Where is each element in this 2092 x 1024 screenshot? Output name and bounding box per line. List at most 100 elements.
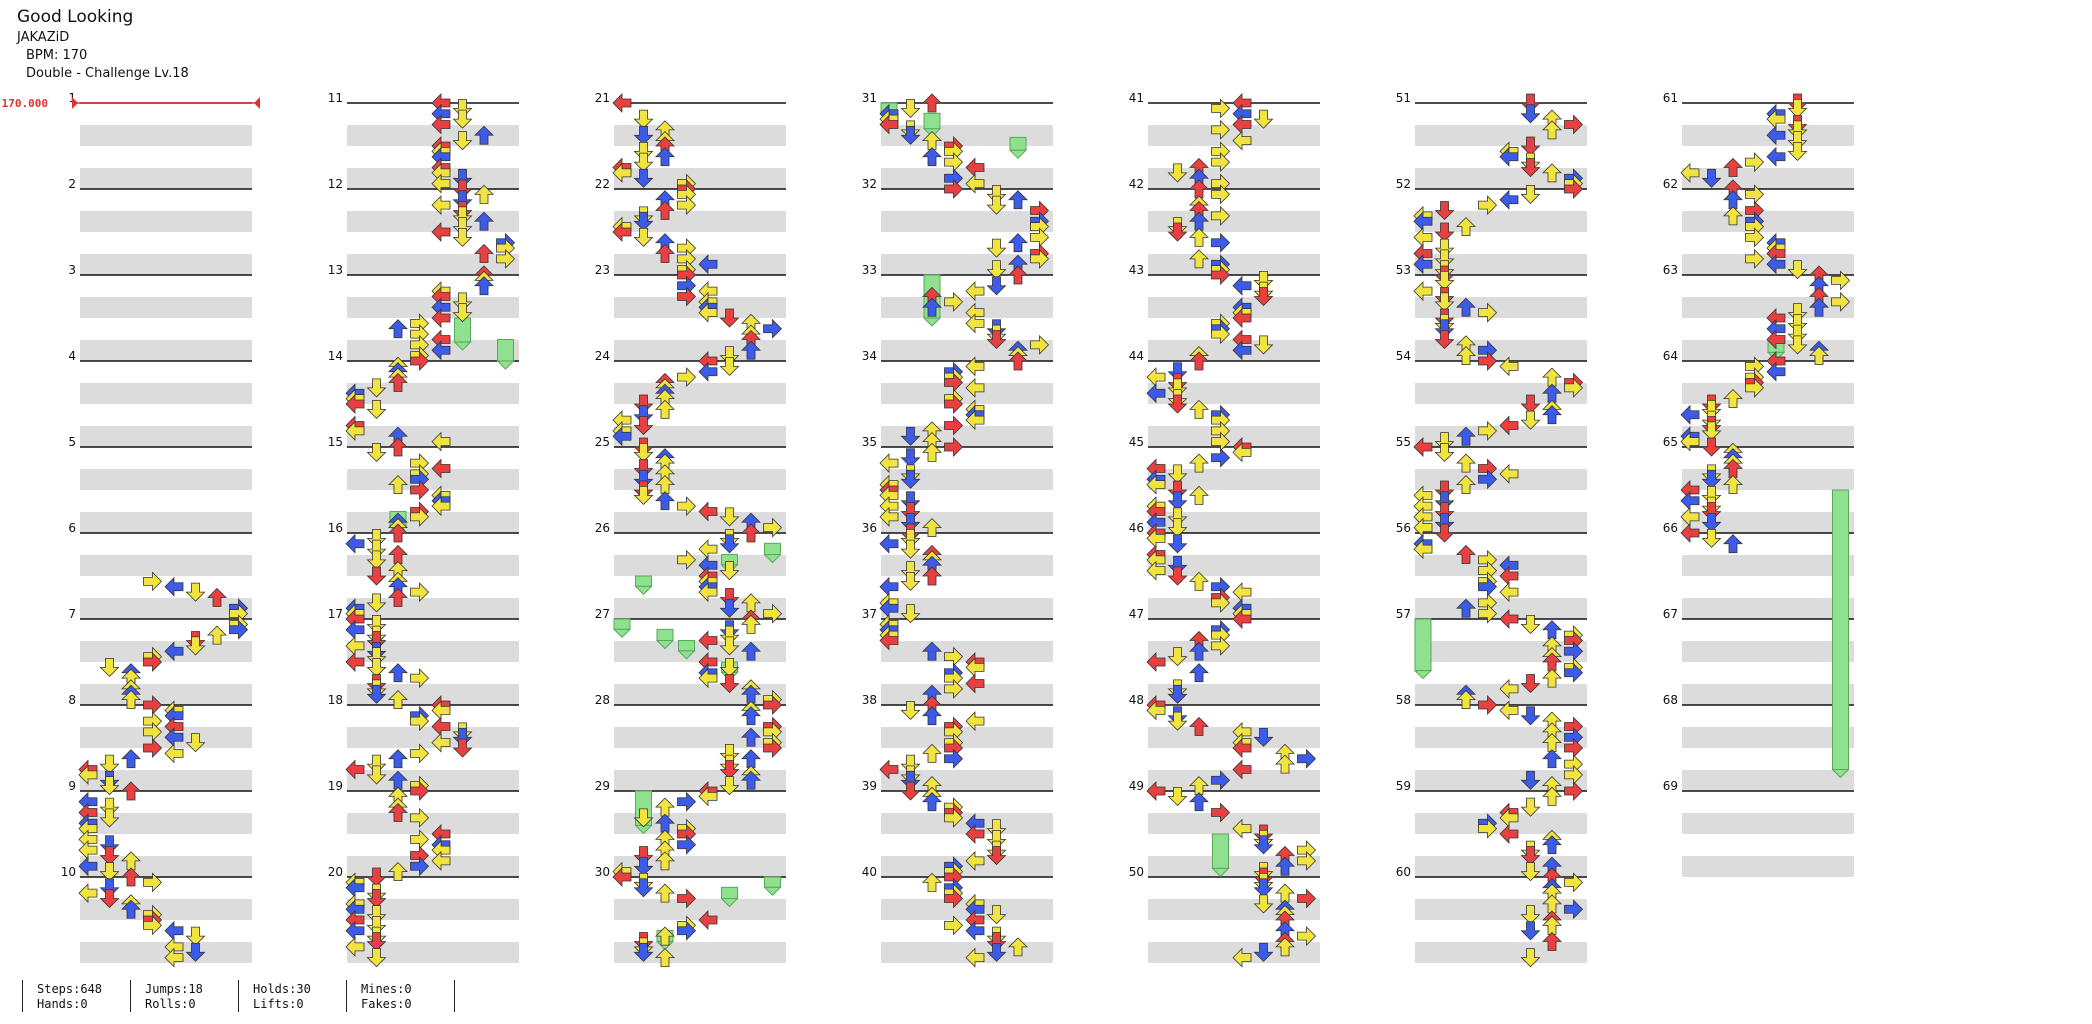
arrow-note (388, 523, 408, 543)
measure-number: 50 (1129, 865, 1144, 879)
arrow-note (944, 748, 964, 769)
arrow-note (922, 872, 942, 892)
beat-band (1415, 297, 1587, 318)
arrow-note (633, 878, 654, 898)
chart-difficulty: Double - Challenge Lv.18 (26, 66, 189, 81)
arrow-note (1232, 759, 1252, 780)
measure-12: 12 (328, 177, 519, 275)
arrow-note (1456, 453, 1476, 473)
beat-band (881, 684, 1053, 705)
beat-band (614, 168, 786, 189)
arrow-note (1167, 786, 1188, 806)
arrow-note (99, 889, 120, 909)
arrow-note (1723, 534, 1743, 554)
arrow-note (452, 227, 473, 247)
arrow-note (986, 942, 1007, 962)
beat-band (80, 598, 252, 619)
arrow-note (900, 770, 921, 790)
hold-body (613, 618, 631, 630)
beat-band (881, 383, 1053, 404)
arrow-note (965, 920, 985, 941)
arrow-note (633, 808, 654, 828)
arrow-note (388, 587, 408, 607)
beat-band (80, 555, 252, 576)
measure-number: 39 (862, 779, 877, 793)
measure-number: 36 (862, 521, 877, 535)
arrow-note (1167, 518, 1188, 538)
hold-end (655, 640, 675, 650)
arrow-note (1189, 641, 1209, 661)
arrow-note (677, 791, 697, 812)
beat-band (80, 125, 252, 146)
arrow-note (1434, 319, 1455, 339)
arrow-note (1189, 399, 1209, 419)
hold-note (1008, 136, 1028, 160)
arrow-note (1478, 351, 1498, 371)
step-chart: 1234567891011121314151617181920212223242… (2, 91, 1854, 968)
arrow-note (1564, 662, 1584, 683)
arrow-note (1211, 98, 1231, 119)
beat-band (614, 512, 786, 533)
arrow-note (452, 727, 473, 747)
arrow-note (345, 533, 365, 554)
arrow-note (1275, 856, 1295, 876)
arrow-note (99, 754, 120, 774)
stat-rolls: Rolls:0 (145, 997, 196, 1011)
arrow-note (879, 114, 899, 135)
measure-number: 3 (68, 263, 76, 277)
arrow-note (1520, 797, 1541, 817)
arrow-note (965, 173, 985, 194)
measure-66: 66 (1663, 521, 1854, 619)
arrow-note (741, 340, 761, 360)
arrow-note (99, 776, 120, 796)
arrow-note (452, 217, 473, 237)
measure-number: 65 (1663, 435, 1678, 449)
hold-end (720, 898, 739, 908)
arrow-note (1542, 405, 1562, 425)
arrow-note (1456, 690, 1476, 710)
arrow-note (1723, 475, 1743, 495)
arrow-note (207, 625, 227, 645)
arrow-note (185, 926, 206, 946)
arrow-note (633, 227, 654, 247)
arrow-note (410, 506, 430, 527)
beat-band (347, 125, 519, 146)
arrow-note (1456, 217, 1476, 237)
arrow-note (986, 932, 1007, 952)
arrow-note (452, 303, 473, 323)
arrow-note (1434, 249, 1455, 269)
arrow-note (99, 808, 120, 828)
beat-band (881, 469, 1053, 490)
arrow-note (366, 889, 387, 909)
arrow-note (655, 491, 675, 511)
arrow-note (763, 738, 783, 758)
arrow-note (741, 706, 761, 726)
beat-band (1415, 899, 1587, 920)
hold-note (1413, 618, 1433, 680)
arrow-note (965, 673, 985, 694)
arrow-note (900, 539, 921, 559)
arrow-note (677, 549, 697, 570)
beat-band (80, 813, 252, 834)
arrow-note (719, 598, 740, 618)
arrow-note (1297, 926, 1317, 947)
beat-band (347, 641, 519, 662)
arrow-note (633, 168, 654, 188)
measure-number: 68 (1663, 693, 1678, 707)
arrow-note (388, 437, 408, 457)
arrow-note (719, 636, 740, 656)
arrow-note (1701, 399, 1722, 419)
arrow-note (612, 867, 632, 887)
arrow-note (1275, 754, 1295, 774)
measure-number: 66 (1663, 521, 1678, 535)
arrow-note (1167, 647, 1188, 667)
measure-number: 57 (1396, 607, 1411, 621)
arrow-note (1831, 270, 1851, 291)
arrow-note (698, 254, 718, 275)
arrow-note (677, 888, 697, 909)
arrow-note (1456, 346, 1476, 366)
stat-mines-fakes: Mines:0 Fakes:0 (346, 980, 455, 1012)
arrow-note (900, 754, 921, 774)
song-info: Good Looking JAKAZiD BPM: 170 Double - C… (17, 9, 189, 85)
arrow-note (698, 361, 718, 382)
